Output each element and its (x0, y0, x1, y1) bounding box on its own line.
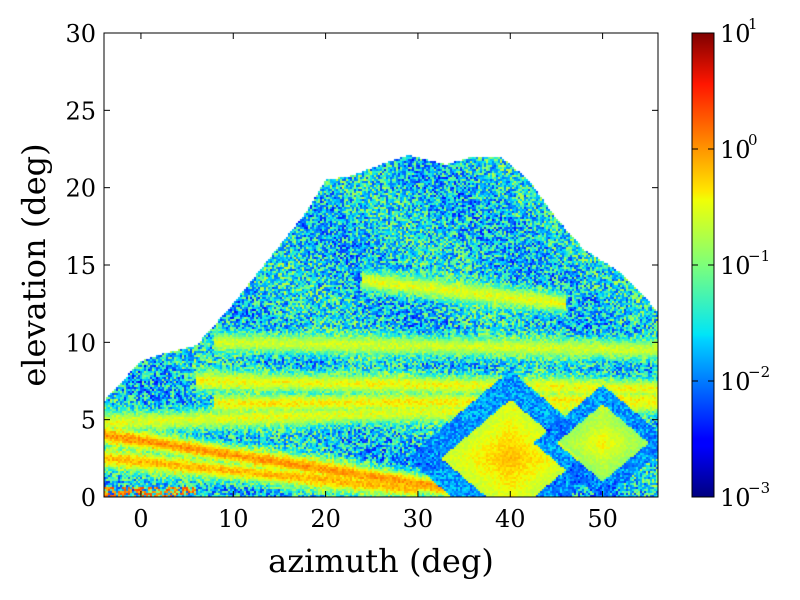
colorbar-tick-label: 10 (720, 252, 751, 280)
x-tick-label: 20 (310, 505, 341, 533)
colorbar-tick-exponent: −2 (748, 363, 770, 381)
colorbar-tick-label: 10 (720, 484, 751, 512)
colorbar-tick-label: 10 (720, 368, 751, 396)
x-tick-label: 40 (495, 505, 526, 533)
y-tick-label: 0 (81, 484, 96, 512)
y-tick-label: 20 (65, 175, 96, 203)
y-tick-label: 15 (65, 252, 96, 280)
y-tick-label: 10 (65, 329, 96, 357)
x-axis: 0 10 20 30 40 50 (133, 33, 618, 533)
colorbar-tick-label: 10 (720, 20, 751, 48)
colorbar-tick-exponent: 1 (748, 15, 758, 33)
heatmap-image (104, 33, 658, 497)
x-tick-label: 30 (403, 505, 434, 533)
colorbar-tick-label: 10 (720, 136, 751, 164)
x-axis-label: azimuth (deg) (268, 542, 494, 580)
colorbar-tick-exponent: −3 (748, 479, 770, 497)
y-tick-label: 30 (65, 20, 96, 48)
y-axis: 0 5 10 15 20 25 30 (65, 20, 658, 512)
y-axis-label: elevation (deg) (15, 143, 53, 386)
colorbar-tick-exponent: −1 (748, 247, 770, 265)
heatmap-layer (104, 33, 658, 497)
x-tick-label: 0 (133, 505, 148, 533)
colorbar-tick-exponent: 0 (748, 131, 758, 149)
x-tick-label: 10 (218, 505, 249, 533)
y-tick-label: 5 (81, 407, 96, 435)
y-tick-label: 25 (65, 97, 96, 125)
x-tick-label: 50 (587, 505, 618, 533)
